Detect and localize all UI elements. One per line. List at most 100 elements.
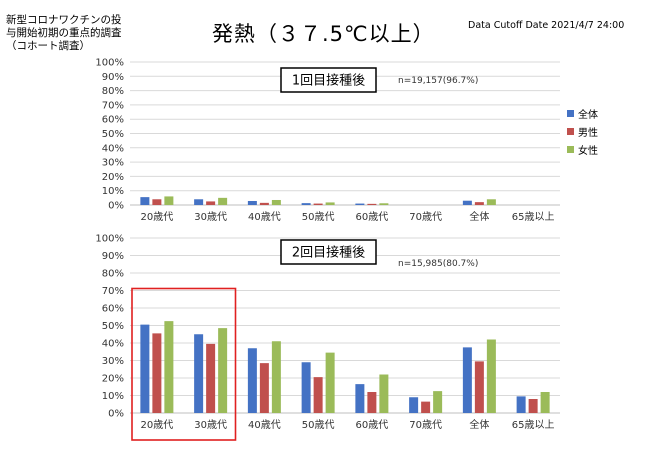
y-tick-label: 90% (102, 72, 124, 83)
bar (528, 399, 538, 413)
legend-label: 女性 (578, 144, 598, 157)
legend-swatch (567, 146, 574, 153)
bar (433, 391, 443, 413)
bar (164, 196, 174, 205)
bar (325, 202, 335, 205)
x-category-label: 70歳代 (409, 419, 442, 431)
bar (355, 203, 365, 205)
y-tick-label: 50% (102, 321, 124, 332)
y-tick-label: 0% (108, 201, 124, 212)
y-tick-label: 30% (102, 356, 124, 367)
x-category-label: 全体 (469, 418, 489, 431)
y-tick-label: 90% (102, 251, 124, 262)
bar (540, 392, 550, 413)
x-category-label: 全体 (469, 210, 489, 223)
x-category-label: 65歳以上 (512, 211, 555, 223)
bar (206, 343, 216, 413)
sample-size-note: n=15,985(80.7%) (398, 259, 478, 269)
bar (474, 202, 484, 205)
bar (462, 200, 472, 205)
bar (355, 384, 365, 413)
survey-heading: 新型コロナワクチンの投 与開始初期の重点的調査 （コホート調査） (6, 14, 122, 53)
bar (486, 199, 496, 205)
bar (247, 200, 257, 205)
heading-line: 新型コロナワクチンの投 (6, 14, 122, 26)
y-tick-label: 70% (102, 100, 124, 111)
y-tick-label: 20% (102, 172, 124, 183)
bar (247, 348, 257, 413)
x-category-label: 50歳代 (302, 211, 335, 223)
bar (313, 203, 323, 205)
y-tick-label: 50% (102, 129, 124, 140)
x-category-label: 40歳代 (248, 211, 281, 223)
bar (194, 199, 204, 205)
y-tick-label: 40% (102, 339, 124, 350)
bar (271, 199, 281, 205)
x-category-label: 65歳以上 (512, 419, 555, 431)
panel-label-box (280, 67, 377, 93)
bar (301, 362, 311, 413)
bar (516, 396, 526, 413)
bar (218, 197, 228, 205)
bar (325, 352, 335, 413)
bar (259, 363, 269, 413)
data-cutoff-date: Data Cutoff Date 2021/4/7 24:00 (468, 20, 625, 31)
x-category-label: 20歳代 (141, 419, 174, 431)
y-tick-label: 40% (102, 143, 124, 154)
bar (164, 321, 174, 413)
x-category-label: 60歳代 (356, 211, 389, 223)
x-category-label: 60歳代 (356, 419, 389, 431)
x-category-label: 20歳代 (141, 211, 174, 223)
bar (313, 377, 323, 413)
y-tick-label: 60% (102, 115, 124, 126)
bar (259, 202, 269, 205)
legend-label: 男性 (578, 126, 598, 139)
legend-label: 全体 (578, 108, 598, 121)
bar (194, 334, 204, 413)
y-tick-label: 0% (108, 409, 124, 420)
bar (140, 324, 150, 413)
y-tick-label: 60% (102, 304, 124, 315)
bar (301, 203, 311, 205)
panel-label: 2回目接種後 (292, 245, 365, 261)
bar (474, 361, 484, 413)
panel-label: 1回目接種後 (292, 73, 365, 89)
sample-size-note: n=19,157(96.7%) (398, 76, 478, 86)
x-category-label: 30歳代 (194, 419, 227, 431)
y-tick-label: 20% (102, 374, 124, 385)
bar (271, 341, 281, 413)
y-tick-label: 30% (102, 158, 124, 169)
y-tick-label: 70% (102, 286, 124, 297)
bar (379, 203, 389, 205)
y-tick-label: 100% (95, 58, 124, 69)
highlight-box (131, 287, 237, 441)
y-tick-label: 100% (95, 234, 124, 245)
bar (367, 392, 377, 413)
bar (367, 203, 377, 205)
bar (152, 333, 162, 413)
x-category-label: 40歳代 (248, 419, 281, 431)
bar (206, 201, 216, 205)
bar (218, 328, 228, 413)
bar (486, 339, 496, 413)
bar (152, 199, 162, 205)
x-category-label: 70歳代 (409, 211, 442, 223)
heading-line: （コホート調査） (6, 40, 90, 52)
panel-label-box (280, 239, 377, 265)
bar (140, 197, 150, 205)
bar (421, 401, 431, 413)
chart-title: 発熱（３７.5℃以上） (212, 22, 435, 46)
y-tick-label: 10% (102, 186, 124, 197)
y-tick-label: 80% (102, 269, 124, 280)
x-category-label: 50歳代 (302, 419, 335, 431)
bar (379, 374, 389, 413)
bar (409, 397, 419, 413)
heading-line: 与開始初期の重点的調査 (6, 27, 122, 39)
x-category-label: 30歳代 (194, 211, 227, 223)
y-tick-label: 10% (102, 391, 124, 402)
legend-swatch (567, 128, 574, 135)
bar (462, 347, 472, 413)
y-tick-label: 80% (102, 86, 124, 97)
legend-swatch (567, 110, 574, 117)
